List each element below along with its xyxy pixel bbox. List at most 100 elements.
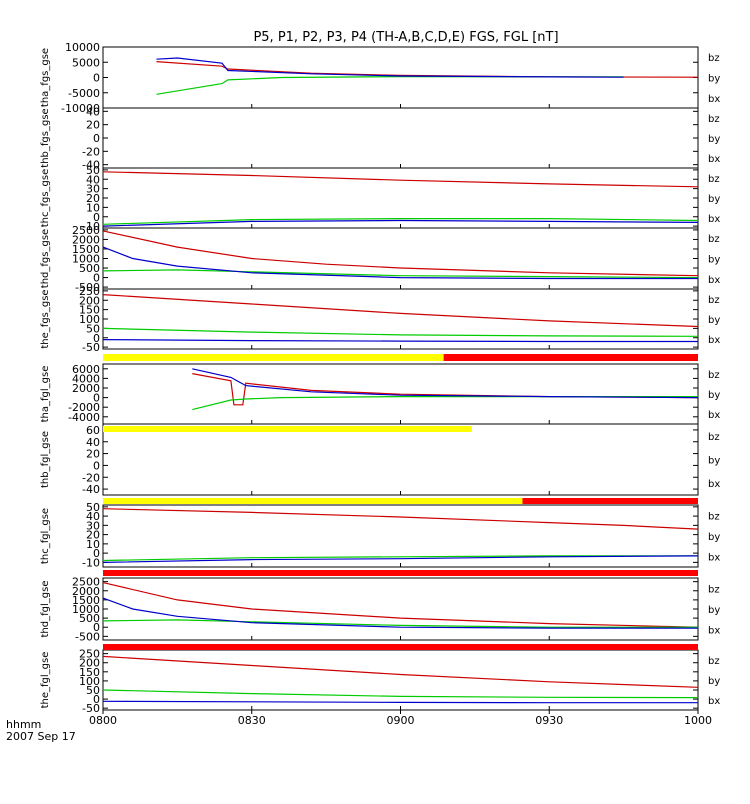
- y-tick-label: 250: [79, 648, 100, 661]
- y-tick-label: -5000: [68, 87, 100, 100]
- panel-frame: [102, 227, 699, 290]
- y-tick-label: -20: [82, 471, 100, 484]
- y-tick-label: -500: [75, 630, 100, 643]
- y-tick-label: 0: [93, 392, 100, 405]
- series-bx-line: [102, 339, 698, 343]
- y-tick-label: 0: [93, 211, 100, 224]
- y-axis-label: thc_fgs_gse: [40, 169, 51, 228]
- legend-bx: bx: [708, 553, 720, 564]
- series-bz-line: [102, 230, 699, 277]
- y-axis-label: thb_fgl_gse: [40, 431, 51, 488]
- y-tick-label: 500: [79, 612, 100, 625]
- chart-title: P5, P1, P2, P3, P4 (TH-A,B,C,D,E) FGS, F…: [253, 30, 558, 45]
- series-by-line: [102, 218, 699, 225]
- legend-bx: bx: [708, 696, 720, 707]
- series-by-line: [102, 269, 699, 279]
- y-tick-label: -40: [82, 483, 100, 496]
- y-tick-label: 4000: [72, 372, 100, 385]
- legend-by: by: [708, 74, 720, 85]
- series-bx-line: [102, 555, 699, 563]
- y-tick-label: 100: [79, 313, 100, 326]
- status-bar-segment: [443, 354, 698, 361]
- y-tick-label: -20: [82, 145, 100, 158]
- y-tick-label: 1000: [72, 253, 100, 266]
- series-bz-line: [102, 582, 699, 628]
- series-bx-line: [156, 57, 624, 78]
- legend-by: by: [708, 390, 720, 401]
- legend-bz: bz: [708, 53, 720, 64]
- status-bar-segment: [103, 498, 523, 504]
- y-tick-label: 2500: [72, 224, 100, 237]
- y-tick-label: -4000: [68, 411, 100, 424]
- legend-bx: bx: [708, 275, 720, 286]
- legend-by: by: [708, 676, 720, 687]
- y-tick-label: -500: [75, 281, 100, 294]
- legend-bz: bz: [708, 370, 720, 381]
- legend-bz: bz: [708, 656, 720, 667]
- x-tick-label: 0930: [535, 714, 563, 727]
- y-tick-label: 0: [93, 547, 100, 560]
- legend-by: by: [708, 605, 720, 616]
- series-by-line: [102, 619, 698, 628]
- series-bx-line: [102, 700, 698, 704]
- y-axis-label: thd_fgl_gse: [40, 581, 51, 638]
- y-tick-label: 500: [79, 262, 100, 275]
- y-tick-label: 150: [79, 666, 100, 679]
- legend-bz: bz: [708, 432, 720, 443]
- y-tick-label: -2000: [68, 401, 100, 414]
- x-tick-label: 1000: [684, 714, 712, 727]
- legend-bx: bx: [708, 479, 720, 490]
- panel-frame: [102, 423, 699, 496]
- y-axis-label: thd_fgs_gse: [40, 229, 51, 288]
- legend-by: by: [708, 315, 720, 326]
- y-tick-label: 2500: [72, 576, 100, 589]
- date-label: 2007 Sep 17: [6, 730, 76, 743]
- y-tick-label: 30: [86, 519, 100, 532]
- time-label: hhmm: [6, 718, 41, 731]
- legend-by: by: [708, 532, 720, 543]
- y-tick-label: 20: [86, 448, 100, 461]
- panel-frame: [102, 504, 699, 568]
- y-tick-label: 0: [93, 132, 100, 145]
- series-by-line: [102, 689, 699, 699]
- y-tick-label: 10: [86, 538, 100, 551]
- y-tick-label: 5000: [72, 56, 100, 69]
- y-tick-label: 0: [93, 693, 100, 706]
- y-tick-label: 2000: [72, 233, 100, 246]
- y-tick-label: 2000: [72, 585, 100, 598]
- legend-by: by: [708, 134, 720, 145]
- y-tick-label: 0: [93, 332, 100, 345]
- y-tick-label: 50: [86, 501, 100, 514]
- y-tick-label: 1000: [72, 603, 100, 616]
- y-tick-label: 1500: [72, 594, 100, 607]
- legend-bx: bx: [708, 94, 720, 105]
- y-tick-label: 40: [86, 173, 100, 186]
- y-tick-label: 10000: [65, 41, 100, 54]
- y-axis-label: tha_fgs_gse: [40, 48, 51, 107]
- series-bz-line: [192, 373, 699, 406]
- y-tick-label: 20: [86, 192, 100, 205]
- status-bar-segment: [103, 426, 472, 432]
- y-tick-label: 250: [79, 285, 100, 298]
- series-bx-line: [102, 219, 699, 227]
- y-tick-label: 40: [86, 436, 100, 449]
- legend-by: by: [708, 456, 720, 467]
- legend-bx: bx: [708, 154, 720, 165]
- series-by-line: [102, 327, 699, 337]
- y-tick-label: 0: [93, 272, 100, 285]
- y-tick-label: 200: [79, 657, 100, 670]
- y-tick-label: 0: [93, 72, 100, 85]
- x-axis: 0800 0830 0900 0930 1000: [89, 710, 712, 727]
- legend-bx: bx: [708, 214, 720, 225]
- y-tick-label: -50: [82, 702, 100, 715]
- y-tick-label: 2000: [72, 382, 100, 395]
- status-bar-segment: [103, 644, 698, 650]
- y-tick-label: -10: [82, 220, 100, 233]
